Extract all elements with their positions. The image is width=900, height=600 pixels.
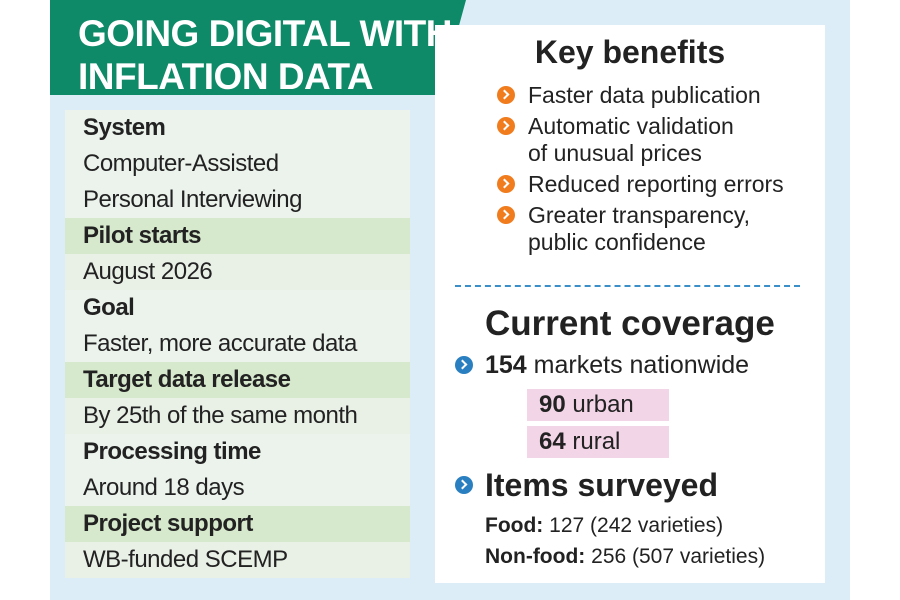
item-label: Food: [485, 514, 544, 537]
items-title: Items surveyed [455, 466, 718, 504]
benefit-text: Faster data publication [528, 82, 761, 108]
header-line: INFLATION DATA [78, 56, 374, 97]
detail-value: WB-funded SCEMP [65, 542, 410, 578]
markets: 154 markets nationwide [455, 350, 749, 380]
details-list: System Computer-Assisted Personal Intervie… [65, 110, 410, 578]
benefit-item: Automatic validation of unusual prices [497, 113, 784, 167]
bullet-icon [455, 356, 473, 374]
detail-value: Faster, more accurate data [65, 326, 410, 362]
bullet-icon [497, 206, 515, 224]
header-shape [50, 0, 466, 95]
benefits-title: Key benefits [534, 34, 726, 70]
coverage-title: Current coverage [485, 304, 775, 343]
detail-value: By 25th of the same month [65, 398, 410, 434]
detail-value: August 2026 [65, 254, 410, 290]
item-row: Food: 127 (242 varieties) [485, 510, 765, 541]
detail-value: Computer-Assisted [65, 146, 410, 182]
markets-line: 154 markets nationwide [455, 350, 749, 380]
benefit-text: Reduced reporting errors [528, 171, 784, 197]
items-title-text: Items surveyed [485, 467, 719, 503]
benefit-item: Faster data publication [497, 82, 784, 109]
breakdown-number: 64 [539, 428, 566, 455]
item-label: Non-food: [485, 545, 586, 568]
benefit-text: Greater transparency, [528, 202, 751, 228]
benefit-text: of unusual prices [528, 140, 702, 166]
header-title: GOING DIGITAL WITH INFLATION DATA [78, 12, 453, 98]
breakdown-text: rural [572, 428, 621, 455]
header-band [50, 0, 466, 95]
bullet-icon [497, 86, 515, 104]
items-rows: Food: 127 (242 varieties) Non-food: 256 (… [485, 510, 765, 572]
benefit-text: Automatic validation [528, 113, 734, 139]
breakdown-text: urban [572, 391, 634, 418]
breakdown-number: 90 [539, 391, 566, 418]
detail-label: System [65, 110, 410, 146]
bullet-icon [497, 117, 515, 135]
benefit-item: Reduced reporting errors [497, 171, 784, 198]
detail-label: Project support [65, 506, 410, 542]
breakdown-box: 90 urban [527, 389, 669, 421]
item-text: 127 (242 varieties) [549, 514, 724, 537]
detail-value: Personal Interviewing [65, 182, 410, 218]
benefit-item: Greater transparency, public confidence [497, 202, 784, 256]
item-row: Non-food: 256 (507 varieties) [485, 541, 765, 572]
item-text: 256 (507 varieties) [591, 545, 766, 568]
detail-value: Around 18 days [65, 470, 410, 506]
detail-label: Pilot starts [65, 218, 410, 254]
separator [455, 285, 800, 287]
bullet-icon [455, 476, 473, 494]
benefits-list: Faster data publication Automatic validat… [497, 82, 784, 260]
markets-text: markets nationwide [533, 351, 750, 379]
header-line: GOING DIGITAL WITH [78, 13, 453, 54]
benefit-text: public confidence [528, 229, 706, 255]
detail-label: Processing time [65, 434, 410, 470]
markets-number: 154 [485, 351, 527, 379]
items-title-line: Items surveyed [455, 466, 718, 504]
detail-label: Target data release [65, 362, 410, 398]
detail-label: Goal [65, 290, 410, 326]
bullet-icon [497, 175, 515, 193]
breakdown-box: 64 rural [527, 426, 669, 458]
